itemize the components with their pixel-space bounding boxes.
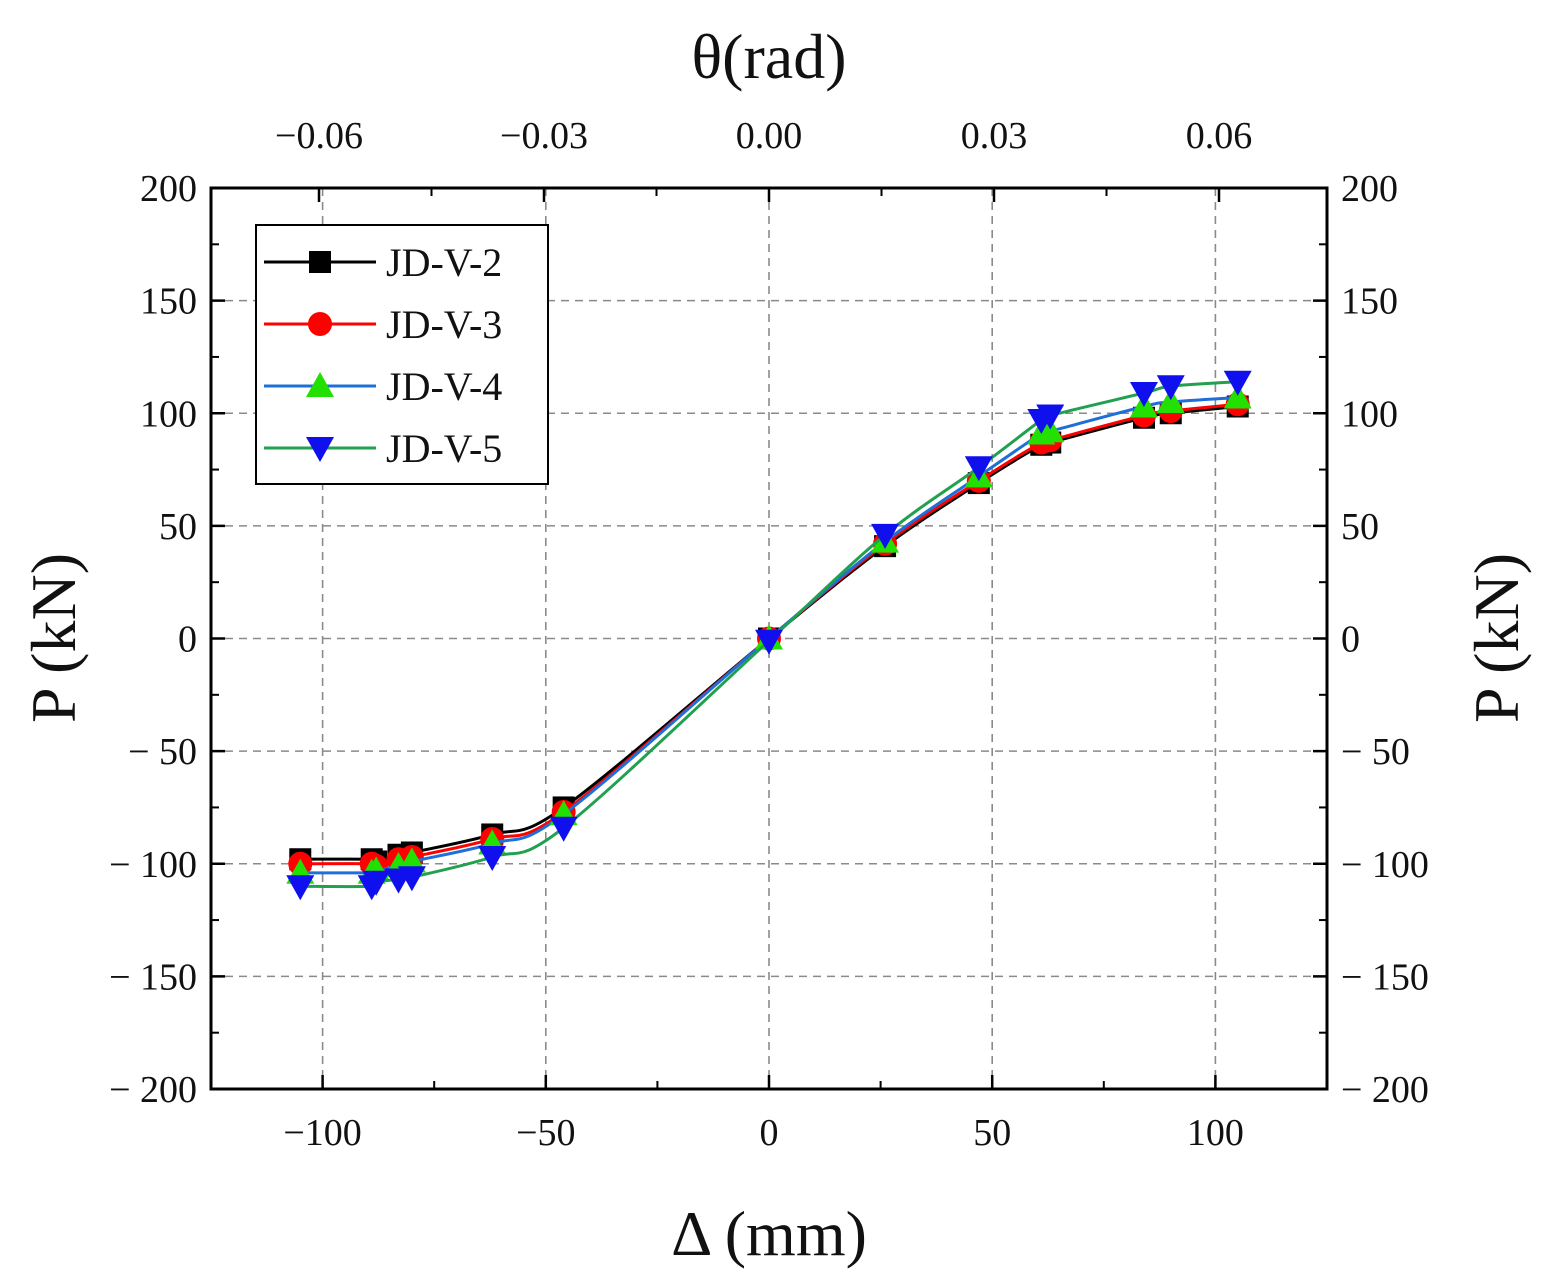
y-axis-title-left: P (kN) [18, 553, 89, 723]
data-point [1156, 375, 1185, 401]
y-tick-label-left: 150 [140, 281, 197, 323]
data-point [549, 816, 578, 842]
x-axis-title: Δ (mm) [671, 1198, 867, 1269]
plot-frame [209, 186, 1329, 1091]
y-tick-label-right: 150 [1341, 281, 1398, 323]
series-jd-v-5 [286, 370, 1252, 901]
top-tick-label: 0.00 [736, 115, 803, 157]
data-point [1036, 404, 1065, 430]
legend-marker [306, 372, 334, 397]
data-point [1223, 370, 1252, 396]
tick-labels: −100 −50 0 50 100 −0.06 −0.03 0.00 0.03 0.06 200 15… [109, 115, 1429, 1154]
legend-item: JD-V-4 [264, 364, 502, 409]
legend-item: JD-V-5 [264, 426, 502, 471]
y-tick-label-right: 100 [1341, 393, 1398, 435]
legend-item: JD-V-3 [264, 302, 502, 347]
data-point [1129, 381, 1158, 407]
data-point [871, 523, 900, 549]
y-tick-label-right: − 200 [1341, 1069, 1429, 1111]
y-tick-label-left: − 50 [128, 731, 197, 773]
legend-marker [306, 437, 334, 462]
data-point [755, 629, 783, 655]
top-tick-label: −0.06 [275, 115, 363, 157]
legend-label: JD-V-5 [386, 426, 502, 471]
top-axis-title: θ(rad) [692, 21, 847, 92]
data-point [1036, 417, 1065, 443]
y-tick-label-left: − 100 [109, 844, 197, 886]
y-tick-label-left: 200 [140, 168, 197, 210]
legend-item: JD-V-2 [264, 240, 502, 285]
y-tick-label-right: − 150 [1341, 956, 1429, 998]
x-tick-label: −100 [283, 1112, 361, 1154]
y-tick-label-right: 0 [1341, 619, 1360, 661]
data-point [1156, 387, 1185, 413]
data-point [964, 456, 993, 482]
top-tick-label: 0.03 [961, 115, 1028, 157]
legend-marker [309, 251, 331, 273]
y-tick-label-right: − 100 [1341, 844, 1429, 886]
y-tick-label-left: 0 [178, 619, 197, 661]
data-point [362, 870, 391, 896]
y-tick-label-left: − 150 [109, 956, 197, 998]
data-series [286, 370, 1252, 901]
y-axis-title-right: P (kN) [1461, 553, 1532, 723]
x-tick-label: 0 [760, 1112, 779, 1154]
x-tick-label: −50 [516, 1112, 575, 1154]
y-tick-label-right: 200 [1341, 168, 1398, 210]
data-point [1223, 383, 1252, 409]
y-tick-label-right: 50 [1341, 506, 1379, 548]
legend-label: JD-V-3 [386, 302, 502, 347]
y-tick-label-right: − 50 [1341, 731, 1410, 773]
data-point [286, 875, 315, 901]
x-tick-label: 50 [973, 1112, 1011, 1154]
y-tick-label-left: 50 [159, 506, 197, 548]
data-point [397, 866, 426, 892]
legend-box [255, 224, 549, 485]
data-point [478, 845, 507, 871]
legend-label: JD-V-2 [386, 240, 502, 285]
top-tick-label: 0.06 [1186, 115, 1253, 157]
top-tick-label: −0.03 [500, 115, 588, 157]
data-point [397, 847, 426, 873]
legend-marker [308, 312, 332, 336]
y-tick-label-left: − 200 [109, 1069, 197, 1111]
x-tick-label: 100 [1187, 1112, 1244, 1154]
legend-label: JD-V-4 [386, 364, 502, 409]
legend: JD-V-2 JD-V-3 JD-V-4 JD-V-5 [255, 224, 549, 485]
y-tick-label-left: 100 [140, 393, 197, 435]
